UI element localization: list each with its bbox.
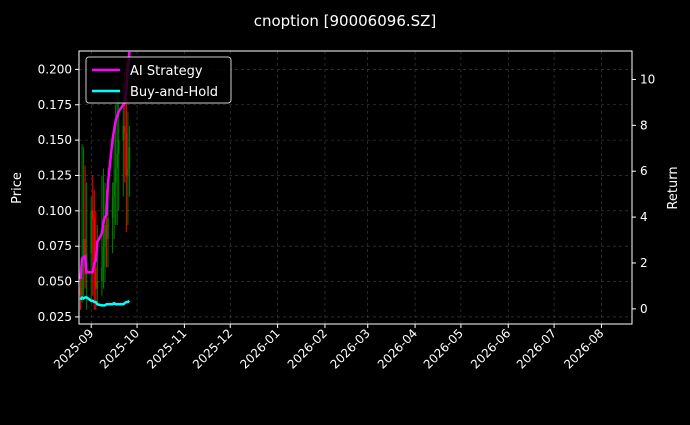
legend-box xyxy=(85,56,232,104)
series-line-buy-and-hold xyxy=(79,296,131,307)
x-tick-label: 2026-07 xyxy=(514,326,559,371)
y-tick-label: 0.200 xyxy=(38,62,72,76)
candle-body xyxy=(79,288,82,296)
y2-tick-label: 8 xyxy=(640,118,648,132)
plot-frame xyxy=(78,50,633,325)
x-tick-label: 2026-06 xyxy=(468,326,513,371)
candle-body xyxy=(124,125,126,134)
y2-tick-label: 6 xyxy=(640,164,648,178)
y2-tick-label: 4 xyxy=(640,210,648,224)
candle-body xyxy=(91,210,94,218)
y2-axis-label: Return xyxy=(666,166,681,209)
x-tick-label: 2025-11 xyxy=(144,326,189,371)
candle-body xyxy=(96,281,99,289)
candle-body xyxy=(81,267,83,296)
x-tick-label: 2026-04 xyxy=(375,326,420,371)
candle-body xyxy=(128,147,131,169)
y-tick-label: 0.075 xyxy=(38,239,72,253)
candle-body xyxy=(117,140,120,155)
x-tick-label: 2025-09 xyxy=(51,326,96,371)
y-axis-label: Price xyxy=(10,172,25,204)
y2-tick-label: 2 xyxy=(640,256,648,270)
candle-body xyxy=(82,239,85,268)
x-tick-label: 2026-01 xyxy=(237,326,282,371)
candle-body xyxy=(125,133,128,176)
candle-body xyxy=(113,182,115,197)
chart-title: cnoption [90006096.SZ] xyxy=(254,12,437,30)
y2-tick-label: 10 xyxy=(640,72,655,86)
legend: AI Strategy Buy-and-Hold xyxy=(85,56,232,104)
legend-label-ai-strategy: AI Strategy xyxy=(130,64,203,79)
return-lines xyxy=(79,51,131,307)
date-axis: 2025-09 2025-10 2025-11 2025-12 2026-01 2026-… xyxy=(51,324,607,372)
price-axis: 0.025 0.050 0.075 0.100 0.125 0.150 0.175 0.200 xyxy=(38,62,79,324)
x-tick-label: 2026-05 xyxy=(421,326,466,371)
x-tick-label: 2025-12 xyxy=(190,326,235,371)
candle-body xyxy=(114,168,117,183)
y-tick-label: 0.025 xyxy=(38,310,72,324)
x-tick-label: 2025-10 xyxy=(97,326,142,371)
x-tick-label: 2026-08 xyxy=(561,326,606,371)
candle-body xyxy=(107,217,109,240)
candle-body xyxy=(111,196,114,218)
legend-label-buy-and-hold: Buy-and-Hold xyxy=(130,85,218,100)
candle-body xyxy=(93,217,96,268)
candle-body xyxy=(101,267,103,282)
y-tick-label: 0.125 xyxy=(38,168,72,182)
candle-body xyxy=(102,246,105,268)
y2-tick-label: 0 xyxy=(640,302,648,316)
candle-body xyxy=(122,125,125,141)
x-tick-label: 2026-03 xyxy=(327,326,372,371)
y-tick-label: 0.150 xyxy=(38,133,72,147)
y-tick-label: 0.050 xyxy=(38,275,72,289)
y-tick-label: 0.100 xyxy=(38,204,72,218)
candle-body xyxy=(95,267,97,289)
grid xyxy=(79,51,632,324)
candle-body xyxy=(104,224,106,247)
x-tick-label: 2026-02 xyxy=(285,326,330,371)
candle-body xyxy=(90,210,93,254)
candle-body xyxy=(116,154,118,169)
candle-body xyxy=(105,224,108,240)
return-axis: 0 2 4 6 8 10 xyxy=(632,72,655,316)
candle-body xyxy=(127,168,129,176)
series-line-ai-strategy xyxy=(79,51,131,280)
y-tick-label: 0.175 xyxy=(38,98,72,112)
